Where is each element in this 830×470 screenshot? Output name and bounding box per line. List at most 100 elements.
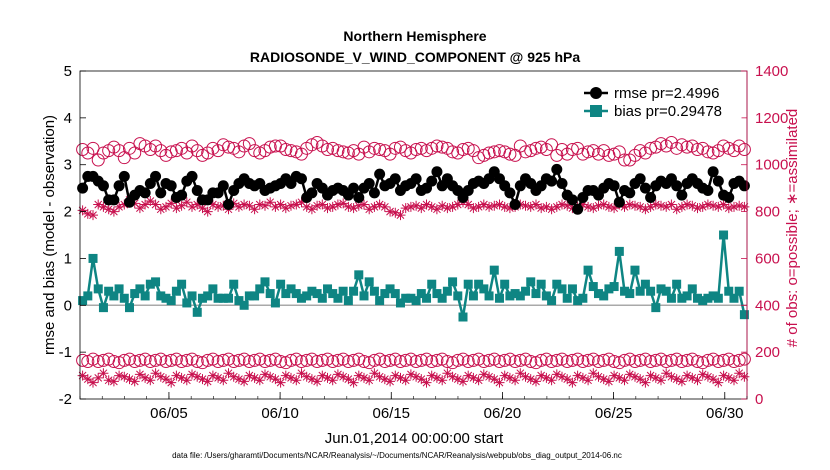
obs-possible-low-marker (466, 353, 480, 367)
obs-possible-marker (149, 139, 163, 153)
obs-possible-low-marker (294, 355, 308, 369)
obs-assimilated-low-marker (536, 370, 547, 381)
y2-tick-label: 1200 (755, 110, 788, 127)
obs-assimilated-marker (114, 201, 125, 212)
bias-point (276, 279, 286, 289)
rmse-point (556, 177, 568, 189)
obs-assimilated-marker (739, 201, 750, 212)
obs-assimilated-marker (687, 200, 698, 211)
bias-point (156, 291, 166, 301)
obs-assimilated-marker (411, 200, 422, 211)
obs-assimilated-low-marker (166, 377, 177, 388)
obs-assimilated-low-marker (306, 374, 317, 385)
bias-point (635, 286, 645, 296)
obs-possible-low-marker (701, 353, 715, 367)
obs-possible-marker (539, 142, 553, 156)
obs-assimilated-marker (697, 201, 708, 212)
y-axis-label: rmse and bias (model - observation) (41, 115, 58, 355)
bias-point (161, 293, 171, 303)
obs-assimilated-low-marker (723, 372, 734, 383)
obs-assimilated-marker (583, 201, 594, 212)
obs-assimilated-low-marker (374, 371, 385, 382)
obs-possible-low-marker (326, 355, 340, 369)
bias-point (453, 291, 463, 301)
y2-axis-label: # of obs: o=possible; ∗=assimilated (784, 109, 801, 348)
x-tick-label: 06/05 (150, 405, 188, 422)
obs-assimilated-marker (327, 201, 338, 212)
bias-point (286, 284, 296, 294)
obs-assimilated-marker (161, 201, 171, 212)
obs-possible-low-marker (440, 355, 454, 369)
obs-possible-low-marker (482, 353, 496, 367)
y-tick-label: 3 (64, 157, 72, 174)
chart-title: Northern Hemisphere (343, 28, 486, 44)
obs-possible-low-marker (524, 355, 538, 369)
obs-assimilated-low-marker (364, 375, 375, 386)
obs-possible-low-marker (576, 355, 590, 369)
obs-assimilated-low-marker (312, 376, 323, 387)
obs-assimilated-marker (98, 201, 109, 212)
bias-point (557, 284, 567, 294)
obs-possible-low-marker (347, 353, 361, 367)
obs-assimilated-low-marker (395, 372, 406, 383)
obs-assimilated-marker (536, 203, 547, 214)
obs-possible-low-marker (91, 355, 105, 369)
obs-assimilated-marker (577, 199, 588, 210)
obs-assimilated-low-marker (129, 376, 140, 387)
obs-assimilated-low-marker (98, 368, 109, 379)
obs-possible-low-marker (649, 353, 663, 367)
obs-assimilated-low-marker (635, 374, 646, 385)
legend-bias-marker (590, 105, 602, 117)
bias-point (567, 284, 577, 294)
obs-assimilated-low-marker (134, 369, 145, 380)
obs-assimilated-marker (82, 208, 93, 219)
obs-assimilated-low-marker (270, 374, 281, 385)
rmse-point (551, 163, 563, 175)
bias-point (541, 291, 551, 301)
obs-possible-low-marker (425, 355, 439, 369)
bias-point (547, 296, 557, 306)
obs-possible-low-marker (477, 355, 491, 369)
obs-assimilated-marker (202, 206, 213, 217)
obs-assimilated-marker (369, 201, 380, 212)
obs-assimilated-marker (343, 201, 354, 212)
bias-point (682, 291, 692, 301)
obs-assimilated-marker (520, 200, 531, 211)
obs-assimilated-low-marker (233, 374, 244, 385)
obs-possible-low-marker (248, 353, 262, 367)
obs-assimilated-marker (270, 201, 281, 212)
obs-possible-low-marker (680, 353, 694, 367)
bias-point (224, 293, 234, 303)
obs-possible-low-marker (258, 355, 272, 369)
obs-assimilated-low-marker (327, 375, 338, 386)
obs-possible-low-marker (628, 355, 642, 369)
obs-assimilated-low-marker (103, 375, 114, 386)
bias-point (119, 293, 129, 303)
obs-assimilated-marker (702, 199, 713, 210)
bias-point (182, 298, 192, 308)
y2-tick-label: 400 (755, 297, 780, 314)
obs-assimilated-low-marker (452, 374, 463, 385)
obs-assimilated-marker (468, 203, 479, 214)
obs-assimilated-marker (723, 203, 734, 214)
obs-possible-marker (242, 137, 256, 151)
obs-possible-marker (446, 145, 460, 159)
obs-assimilated-marker (140, 199, 151, 210)
obs-possible-marker (388, 141, 402, 155)
bias-point (521, 286, 531, 296)
obs-assimilated-marker (306, 204, 317, 215)
rmse-series (77, 163, 750, 215)
bias-point (422, 293, 432, 303)
obs-assimilated-marker (593, 200, 604, 211)
bias-point (510, 289, 520, 299)
rmse-point (608, 180, 620, 192)
obs-assimilated-low-marker (739, 371, 750, 382)
obs-assimilated-low-marker (244, 370, 255, 381)
rmse-point (624, 187, 636, 199)
obs-assimilated-marker (630, 200, 640, 211)
obs-assimilated-marker (150, 199, 161, 210)
obs-assimilated-marker (108, 206, 119, 217)
bias-point (515, 291, 525, 301)
obs-assimilated-low-marker (77, 370, 88, 381)
obs-assimilated-marker (93, 199, 104, 210)
